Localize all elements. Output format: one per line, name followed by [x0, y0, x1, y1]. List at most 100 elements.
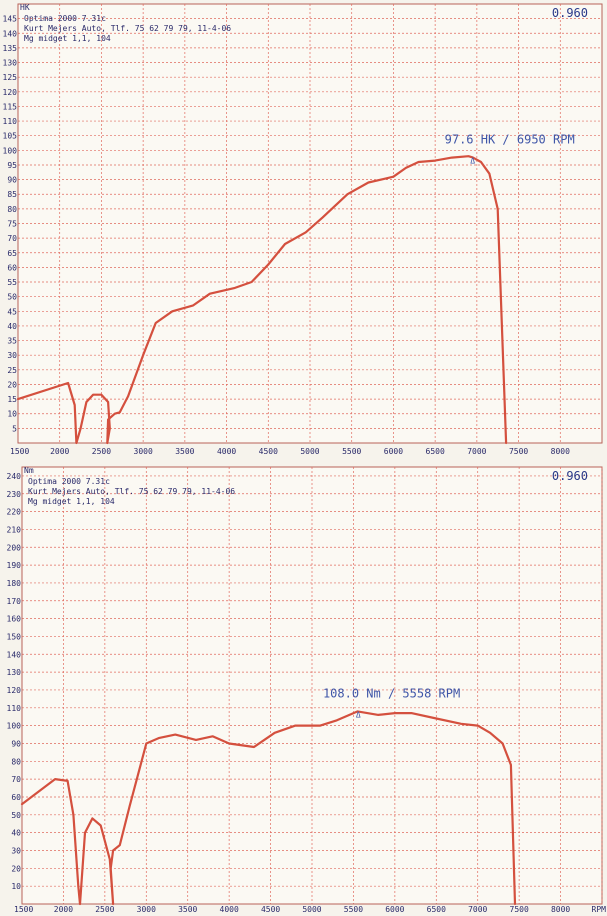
- chart-1-y-tick-label-20: 210: [7, 525, 22, 534]
- chart-1-y-tick-label-21: 220: [7, 508, 22, 517]
- chart-0-y-tick-label-2: 15: [7, 395, 17, 404]
- chart-0-x-tick-label-11: 7000: [467, 447, 486, 456]
- chart-0-y-tick-label-22: 115: [3, 102, 18, 111]
- chart-0-y-tick-label-27: 140: [3, 29, 18, 38]
- chart-0-y-tick-label-21: 110: [3, 117, 18, 126]
- chart-1-series-0-line: [20, 710, 517, 906]
- chart-1-y-tick-label-16: 170: [7, 597, 22, 606]
- chart-0-series-0-line: [16, 155, 508, 445]
- chart-1-x-tick-label-13: 8000: [551, 905, 570, 914]
- chart-1-unit-label: Nm: [24, 466, 34, 475]
- chart-1-peak-marker: Δ: [356, 710, 361, 719]
- power-chart: 5 10 15 20 25 30 35 40 45 50 55 60 65 70 75 80 85 90 95 100…: [3, 3, 603, 456]
- chart-0-y-tick-label-6: 35: [7, 337, 17, 346]
- chart-1-y-tick-label-7: 80: [11, 757, 21, 766]
- chart-0-y-tick-label-8: 45: [7, 307, 17, 316]
- chart-0-y-tick-label-24: 125: [3, 73, 18, 82]
- chart-0-x-tick-label-5: 4000: [217, 447, 236, 456]
- chart-0-y-tick-label-5: 30: [7, 351, 17, 360]
- chart-1-x-tick-label-7: 5000: [302, 905, 321, 914]
- chart-0-y-tick-label-11: 60: [7, 263, 17, 272]
- chart-1-y-tick-label-3: 40: [11, 829, 21, 838]
- chart-1-y-tick-label-8: 90: [11, 739, 21, 748]
- chart-1-y-tick-label-0: 10: [11, 882, 21, 891]
- chart-0-x-tick-label-9: 6000: [384, 447, 403, 456]
- chart-0-y-tick-label-15: 80: [7, 205, 17, 214]
- chart-0-info-line-2: Mg midget 1,1, 104: [24, 34, 111, 43]
- chart-0-x-tick-label-1: 2000: [50, 447, 69, 456]
- chart-1-y-tick-label-13: 140: [7, 650, 22, 659]
- chart-0-y-tick-label-3: 20: [7, 380, 17, 389]
- chart-1-x-tick-label-3: 3000: [137, 905, 156, 914]
- chart-1-y-tick-label-14: 150: [7, 632, 22, 641]
- chart-1-info-line-0: Optima 2000 7.31c: [28, 477, 110, 486]
- chart-0-x-tick-label-6: 4500: [259, 447, 278, 456]
- chart-0-x-tick-label-12: 7500: [509, 447, 528, 456]
- chart-1-x-tick-label-5: 4000: [220, 905, 239, 914]
- chart-1-y-tick-label-11: 120: [7, 686, 22, 695]
- chart-1-x-tick-label-2: 2500: [95, 905, 114, 914]
- chart-1-y-tick-label-15: 160: [7, 615, 22, 624]
- chart-0-y-tick-label-14: 75: [7, 220, 17, 229]
- chart-0-x-tick-label-7: 5000: [300, 447, 319, 456]
- chart-1-x-tick-label-4: 3500: [178, 905, 197, 914]
- chart-1-y-tick-label-2: 30: [11, 846, 21, 855]
- chart-1-y-tick-label-23: 240: [7, 472, 22, 481]
- chart-0-x-tick-label-4: 3500: [175, 447, 194, 456]
- chart-1-y-tick-label-19: 200: [7, 543, 22, 552]
- chart-0-x-tick-label-13: 8000: [551, 447, 570, 456]
- chart-0-y-tick-label-16: 85: [7, 190, 17, 199]
- chart-0-y-tick-label-12: 65: [7, 249, 17, 258]
- chart-0-y-tick-label-25: 130: [3, 59, 18, 68]
- chart-0-y-tick-label-0: 5: [12, 424, 17, 433]
- chart-1-x-tick-label-6: 4500: [261, 905, 280, 914]
- chart-1-y-tick-label-9: 100: [7, 722, 22, 731]
- chart-1-peak-label: 108.0 Nm / 5558 RPM: [323, 686, 460, 700]
- chart-1-y-tick-label-22: 230: [7, 490, 22, 499]
- chart-0-y-tick-label-9: 50: [7, 293, 17, 302]
- chart-0-y-tick-label-10: 55: [7, 278, 17, 287]
- chart-0-y-tick-label-4: 25: [7, 366, 17, 375]
- chart-0-y-tick-label-23: 120: [3, 88, 18, 97]
- chart-0-info-line-0: Optima 2000 7.31c: [24, 14, 106, 23]
- chart-0-x-tick-label-0: 1500: [10, 447, 29, 456]
- chart-0-x-tick-label-10: 6500: [426, 447, 445, 456]
- chart-1-y-tick-label-1: 20: [11, 864, 21, 873]
- chart-1-x-tick-label-11: 7000: [468, 905, 487, 914]
- chart-1-x-tick-label-1: 2000: [54, 905, 73, 914]
- chart-1-x-tick-label-9: 6000: [385, 905, 404, 914]
- chart-0-y-tick-label-19: 100: [3, 146, 18, 155]
- chart-0-x-tick-label-8: 5500: [342, 447, 361, 456]
- chart-0-x-tick-label-3: 3000: [134, 447, 153, 456]
- chart-1-info-line-2: Mg midget 1,1, 104: [28, 497, 115, 506]
- chart-0-y-tick-label-1: 10: [7, 410, 17, 419]
- chart-0-unit-label: HK: [20, 3, 30, 12]
- chart-1-x-tick-label-12: 7500: [510, 905, 529, 914]
- chart-1-y-tick-label-6: 70: [11, 775, 21, 784]
- chart-0-info-line-1: Kurt Mejers Auto, Tlf. 75 62 79 79, 11-4…: [24, 24, 231, 33]
- chart-0-correction-factor: 0.960: [552, 6, 588, 20]
- chart-1-x-tick-label-14: RPM: [592, 905, 607, 914]
- chart-0-peak-marker: Δ: [470, 156, 475, 165]
- chart-1-correction-factor: 0.960: [552, 469, 588, 483]
- chart-0-y-tick-label-18: 95: [7, 161, 17, 170]
- chart-1-y-tick-label-17: 180: [7, 579, 22, 588]
- chart-1-y-tick-label-4: 50: [11, 811, 21, 820]
- chart-1-y-tick-label-10: 110: [7, 704, 22, 713]
- chart-0-y-tick-label-28: 145: [3, 15, 18, 24]
- chart-1-info-line-1: Kurt Mejers Auto, Tlf. 75 62 79 79, 11-4…: [28, 487, 235, 496]
- chart-0-y-tick-label-20: 105: [3, 132, 18, 141]
- chart-0-y-tick-label-13: 70: [7, 234, 17, 243]
- chart-1-y-tick-label-18: 190: [7, 561, 22, 570]
- chart-0-peak-label: 97.6 HK / 6950 RPM: [445, 132, 575, 146]
- chart-1-y-tick-label-5: 60: [11, 793, 21, 802]
- chart-1-y-tick-label-12: 130: [7, 668, 22, 677]
- chart-0-y-tick-label-7: 40: [7, 322, 17, 331]
- chart-0-y-tick-label-26: 135: [3, 44, 18, 53]
- chart-1-x-tick-label-10: 6500: [427, 905, 446, 914]
- chart-1-x-tick-label-8: 5500: [344, 905, 363, 914]
- chart-1-x-tick-label-0: 1500: [14, 905, 33, 914]
- chart-0-y-tick-label-17: 90: [7, 176, 17, 185]
- chart-0-x-tick-label-2: 2500: [92, 447, 111, 456]
